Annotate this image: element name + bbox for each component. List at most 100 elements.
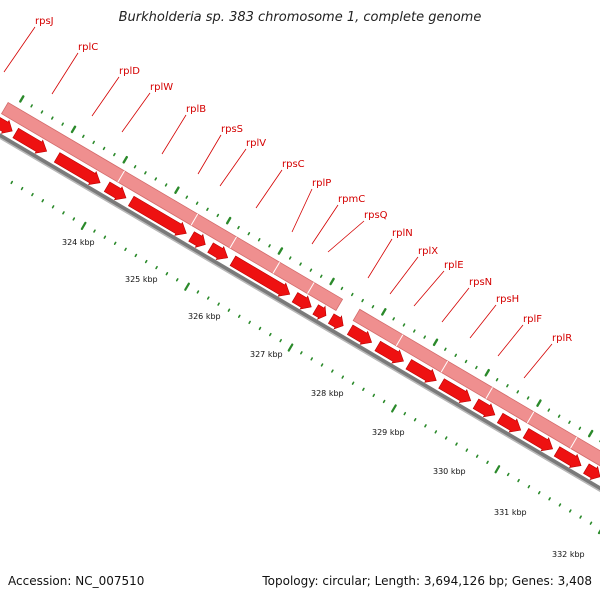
scale-minor-tick — [310, 357, 314, 361]
minor-tick — [133, 165, 137, 169]
operon-separator — [440, 360, 449, 373]
operon-bar-2 — [352, 308, 600, 467]
kbp-label: 328 kbp — [311, 389, 344, 398]
minor-tick — [288, 256, 292, 260]
minor-tick — [371, 305, 375, 309]
minor-tick — [516, 390, 520, 394]
minor-tick — [51, 116, 54, 120]
kbp-label: 324 kbp — [62, 238, 95, 247]
gene-label-rplC: rplC — [78, 42, 98, 53]
minor-tick — [185, 195, 189, 199]
gene-leader-line — [367, 238, 393, 279]
topology-text: Topology: circular; Length: 3,694,126 bp… — [262, 574, 592, 588]
scale-minor-tick — [258, 326, 262, 331]
kbp-label: 331 kbp — [494, 508, 527, 517]
kbp-label: 332 kbp — [552, 550, 585, 559]
gene-leader-line — [523, 343, 553, 379]
scale-minor-tick — [206, 296, 210, 300]
minor-tick — [506, 384, 509, 388]
scale-minor-tick — [444, 436, 448, 440]
minor-tick — [402, 323, 406, 327]
minor-tick — [92, 140, 96, 145]
gene-arrow — [374, 340, 404, 364]
scale-minor-tick — [217, 302, 220, 306]
scale-minor-tick — [320, 363, 324, 367]
scale-minor-tick — [331, 369, 334, 373]
minor-tick — [195, 201, 199, 205]
scale-minor-tick — [113, 241, 117, 245]
major-tick — [19, 95, 25, 103]
scale-minor-tick — [134, 253, 138, 258]
scale-minor-tick — [269, 332, 272, 337]
gene-track — [0, 117, 600, 481]
scale-minor-tick — [434, 430, 438, 434]
scale-minor-tick — [248, 320, 251, 325]
map-title: Burkholderia sp. 383 chromosome 1, compl… — [118, 10, 482, 25]
scale-minor-tick — [124, 247, 127, 252]
kbp-label: 330 kbp — [433, 467, 466, 476]
gene-leader-line — [413, 270, 445, 307]
gene-arrow — [207, 242, 229, 261]
gene-label-rpsH: rpsH — [496, 294, 519, 305]
scale-minor-tick — [237, 314, 241, 318]
gene-leader-line — [121, 92, 151, 133]
kbp-label: 326 kbp — [188, 312, 221, 321]
operon-separator — [229, 236, 237, 249]
gene-arrow — [291, 292, 312, 310]
minor-tick — [102, 146, 106, 151]
operon-separator — [526, 411, 535, 424]
minor-tick — [164, 183, 168, 187]
operon-separator — [190, 213, 199, 226]
major-tick — [277, 247, 284, 255]
kbp-label: 329 kbp — [372, 428, 405, 437]
scale-minor-tick — [93, 229, 96, 233]
scale-minor-tick — [165, 272, 169, 276]
scale-minor-tick — [103, 235, 107, 239]
minor-tick — [247, 231, 251, 236]
gene-arrow — [0, 117, 13, 134]
gene-label-rplB: rplB — [186, 104, 206, 115]
gene-arrow — [346, 324, 373, 345]
gene-leader-line — [327, 220, 365, 253]
gene-label-rplN: rplN — [392, 228, 413, 239]
scale-minor-tick — [72, 217, 76, 221]
major-tick — [329, 277, 335, 286]
gene-label-rpsQ: rpsQ — [364, 210, 388, 221]
major-tick — [70, 125, 77, 134]
operon-separator — [485, 387, 493, 399]
gene-arrow — [522, 428, 554, 452]
minor-tick — [257, 238, 261, 242]
scale-minor-tick — [341, 375, 345, 379]
scale-minor-tick — [403, 411, 407, 416]
gene-leader-line — [51, 52, 79, 95]
scale-minor-tick — [548, 497, 551, 501]
minor-tick — [237, 225, 240, 230]
gene-arrow — [103, 181, 127, 201]
gene-label-rplD: rplD — [119, 66, 140, 77]
scale-minor-tick — [31, 192, 34, 197]
minor-tick — [475, 365, 478, 370]
major-tick — [225, 216, 232, 225]
operon-bar-1 — [0, 101, 344, 311]
gene-arrow — [405, 359, 437, 383]
major-tick — [432, 338, 439, 347]
minor-tick — [144, 171, 147, 175]
minor-tick — [568, 420, 571, 424]
scale-major-tick — [80, 221, 87, 230]
minor-tick — [268, 244, 271, 248]
major-tick — [174, 186, 180, 194]
minor-tick — [40, 110, 44, 114]
major-tick — [381, 308, 387, 316]
kbp-scale-labels: 324 kbp 325 kbp 326 kbp 327 kbp 328 kbp 329 k… — [62, 238, 585, 559]
gene-arrow — [583, 463, 600, 481]
gene-label-rplP: rplP — [312, 178, 331, 189]
scale-minor-tick — [455, 442, 458, 446]
scale-minor-tick — [362, 387, 365, 391]
scale-minor-tick — [382, 399, 386, 404]
gene-arrow — [312, 304, 327, 320]
gene-arrow — [53, 152, 101, 186]
minor-tick — [444, 347, 447, 351]
scale-major-tick — [391, 404, 397, 413]
